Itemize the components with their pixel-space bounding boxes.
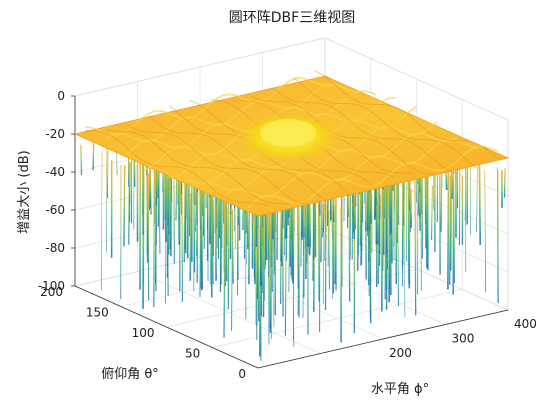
null-spike	[478, 162, 482, 245]
surface-ridge	[85, 77, 336, 136]
null-spike	[496, 167, 499, 304]
null-spike	[317, 203, 320, 302]
surface-ridge	[247, 145, 499, 209]
main-beam-core	[260, 119, 317, 147]
null-spike	[154, 160, 157, 292]
null-spike	[420, 176, 422, 291]
y-tick-label: 0	[238, 367, 246, 381]
x-tick-label: 300	[452, 332, 475, 346]
y-tick-label: 200	[40, 285, 63, 299]
x-tick-label: 400	[514, 317, 537, 331]
y-axis-line	[74, 285, 259, 369]
null-spike	[403, 179, 406, 318]
null-spike	[381, 175, 384, 312]
surface-ridge	[105, 83, 356, 143]
null-spike	[183, 169, 186, 263]
null-spike	[348, 186, 351, 302]
surface-ridge	[85, 130, 269, 207]
null-spike	[324, 204, 327, 310]
surface-top	[73, 70, 510, 217]
null-spike	[223, 207, 226, 338]
null-spike	[105, 141, 108, 253]
z-axis-label: 增益大小 (dB)	[17, 150, 32, 233]
null-spike	[189, 193, 192, 281]
null-spike	[231, 212, 234, 284]
null-spike	[267, 206, 270, 278]
null-spike	[450, 153, 453, 271]
null-spike	[106, 144, 109, 199]
z-tick-label: -60	[45, 203, 65, 217]
null-spike	[452, 151, 455, 284]
null-spike	[101, 150, 103, 291]
null-spike	[254, 201, 257, 285]
null-spike	[288, 196, 291, 292]
null-spike	[431, 185, 433, 240]
null-spike	[414, 179, 417, 316]
x-axis-label: 水平角 ϕ°	[371, 382, 429, 397]
null-spike	[484, 170, 487, 293]
null-spike	[123, 165, 126, 247]
y-tick-label: 100	[132, 326, 155, 340]
chart-title: 圆环阵DBF三维视图	[229, 10, 355, 26]
surface-ridge	[293, 77, 478, 169]
null-spike	[503, 168, 506, 198]
null-spike	[146, 161, 149, 263]
z-tick-label: -80	[45, 241, 65, 255]
x-axis-line	[257, 309, 509, 369]
null-spike	[419, 188, 421, 218]
null-spike	[447, 161, 450, 290]
tick-labels: 0 -20 -40 -60 -80 -100 0 50 100 150 200 200 300 400	[38, 89, 537, 381]
z-tick-label: 0	[57, 89, 65, 103]
null-spike	[168, 175, 171, 235]
surface-ridge	[126, 124, 311, 205]
null-spike	[397, 185, 399, 307]
x-tick-label: 200	[389, 346, 412, 360]
null-spike	[149, 169, 152, 215]
surface-ridge	[272, 87, 457, 174]
z-tick-label: -40	[45, 165, 65, 179]
null-spike	[388, 186, 391, 290]
y-tick-label: 50	[185, 347, 200, 361]
null-spike	[80, 144, 83, 175]
null-spike	[476, 165, 478, 233]
surface-ridge	[147, 114, 332, 204]
null-spike	[128, 157, 131, 205]
surface-ridge	[251, 96, 436, 175]
null-spike	[129, 162, 131, 222]
null-spike	[449, 175, 452, 285]
surface-ridge	[314, 70, 498, 159]
null-spike	[464, 160, 466, 221]
z-tick-label: -100	[38, 279, 65, 293]
null-spike	[327, 190, 329, 267]
y-tick-label: 150	[86, 306, 109, 320]
y-axis-label: 俯仰角 θ°	[101, 366, 159, 382]
surface-ridge	[106, 129, 290, 205]
null-spike	[440, 170, 443, 232]
z-tick-label: -20	[45, 127, 65, 141]
null-spike	[270, 223, 273, 340]
null-spike	[353, 193, 356, 240]
